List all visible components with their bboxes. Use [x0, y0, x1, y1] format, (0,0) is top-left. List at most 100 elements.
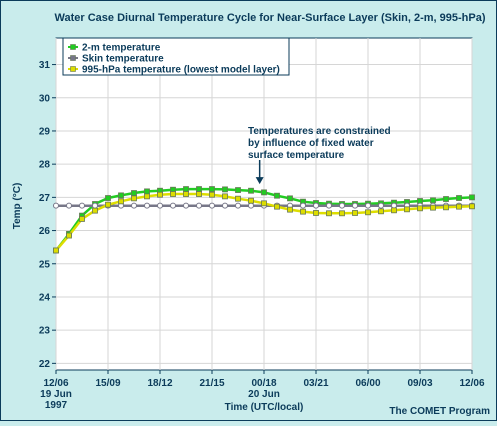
skin-point: [352, 202, 358, 209]
hpa995-point: [417, 205, 423, 212]
skin-legend-marker: [70, 55, 76, 61]
annotation-text: Temperatures are constrained: [248, 126, 391, 137]
two-m-point: [430, 197, 436, 204]
hpa995-point: [222, 193, 228, 200]
x-date-label: 1997: [45, 400, 68, 411]
hpa995-point: [456, 203, 462, 210]
y-tick-label: 22: [39, 359, 51, 370]
hpa995-point: [326, 210, 332, 217]
hpa995-point: [378, 208, 384, 215]
hpa995-point: [443, 204, 449, 211]
hpa995-point: [352, 210, 358, 216]
hpa995-point: [79, 216, 85, 222]
hpa995-point: [157, 191, 163, 198]
two-m-point: [274, 192, 280, 199]
skin-point: [339, 202, 345, 209]
hpa995-point: [66, 232, 72, 239]
annotation-text: surface temperature: [248, 150, 345, 161]
skin-point: [326, 202, 332, 209]
credit-text: The COMET Program: [389, 406, 490, 417]
hpa995-point: [235, 195, 241, 202]
hpa995-point: [131, 195, 137, 202]
x-tick-label: 21/15: [199, 378, 224, 389]
x-tick-label: 18/12: [147, 378, 172, 389]
hpa995-point: [313, 210, 319, 216]
hpa995-point: [53, 247, 59, 254]
skin-point: [157, 202, 163, 209]
hpa995-point: [105, 201, 111, 208]
legend-box: [62, 37, 290, 76]
hpa995-point: [339, 210, 345, 217]
hpa995-point: [261, 200, 267, 207]
skin-point: [235, 202, 241, 209]
skin-point: [79, 202, 85, 209]
hpa995-point: [209, 191, 215, 198]
skin-legend-label: Skin temperature: [82, 54, 164, 65]
annotation-text: by influence of fixed water: [248, 138, 374, 149]
hpa995-point: [469, 203, 475, 210]
hpa995-point: [300, 208, 306, 215]
two-m-point: [443, 196, 449, 202]
two-m-point: [248, 187, 254, 194]
y-tick-label: 27: [39, 193, 51, 204]
skin-point: [378, 202, 384, 209]
hpa995-point: [170, 191, 176, 197]
skin-point: [170, 202, 176, 209]
skin-point: [248, 202, 254, 209]
hpa995-point: [92, 207, 98, 214]
chart-title: Water Case Diurnal Temperature Cycle for…: [55, 12, 486, 24]
skin-point: [313, 202, 319, 209]
annotation-arrowhead: [255, 177, 264, 185]
two-m-legend-marker: [70, 44, 76, 50]
skin-point: [144, 202, 150, 209]
series-group: [53, 186, 475, 254]
x-date-label: 19 Jun: [40, 389, 72, 400]
two-m-point: [222, 186, 228, 193]
y-tick-label: 31: [39, 60, 51, 71]
hpa995-point: [183, 191, 189, 197]
hpa995-legend-marker: [70, 66, 76, 72]
x-tick-label: 03/21: [303, 378, 328, 389]
y-axis-label: Temp (°C): [12, 183, 23, 230]
skin-point: [66, 202, 72, 209]
skin-point: [183, 202, 189, 209]
y-tick-label: 28: [39, 160, 51, 171]
hpa995-point: [365, 209, 371, 216]
two-m-point: [235, 187, 241, 193]
x-tick-label: 09/03: [407, 378, 432, 389]
hpa995-point: [430, 204, 436, 211]
y-tick-label: 24: [39, 292, 51, 303]
skin-point: [209, 202, 215, 209]
hpa995-point: [391, 207, 397, 214]
y-axis: 22 23 24 25 26 27 28 29 30 31: [39, 60, 56, 370]
x-tick-label: 00/18: [251, 378, 276, 389]
skin-point: [196, 202, 202, 209]
skin-point: [222, 202, 228, 209]
x-tick-label: 06/00: [355, 378, 380, 389]
two-m-legend-label: 2-m temperature: [82, 43, 161, 54]
two-m-point: [131, 190, 137, 196]
y-tick-label: 26: [39, 226, 51, 237]
two-m-point: [287, 195, 293, 202]
hpa995-point: [118, 198, 124, 205]
x-date-label: 20 Jun: [248, 389, 280, 400]
x-tick-label: 12/06: [43, 378, 68, 389]
hpa995-point: [144, 193, 150, 200]
skin-point: [92, 202, 98, 209]
hpa995-point: [248, 197, 254, 204]
y-tick-label: 23: [39, 326, 51, 337]
hpa995-point: [404, 206, 410, 213]
skin-point: [365, 202, 371, 209]
hpa995-point: [196, 191, 202, 197]
y-tick-label: 29: [39, 126, 51, 137]
gridlines: [55, 38, 473, 370]
skin-point: [131, 202, 137, 209]
two-m-point: [118, 192, 124, 199]
x-axis: 12/06 15/09 18/12 21/15 00/18 03/21 06/00 09/03…: [40, 370, 485, 411]
two-m-point: [144, 188, 150, 195]
y-tick-label: 30: [39, 93, 51, 104]
